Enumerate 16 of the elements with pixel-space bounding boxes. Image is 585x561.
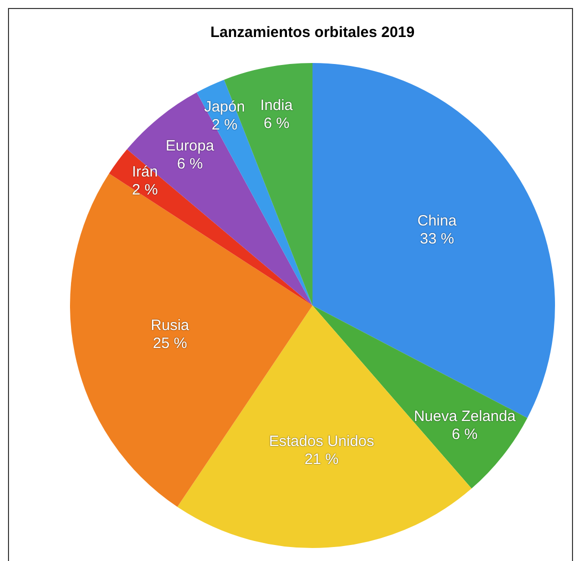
slice-label: India: [260, 97, 294, 114]
data-label: 25 %: [152, 334, 188, 352]
slice-label: Nueva Zelanda: [414, 408, 516, 425]
data-label: 6 %: [452, 426, 478, 443]
data-label: 6 %: [176, 155, 203, 172]
slice-label: China: [417, 212, 458, 230]
data-label: 6 %: [264, 115, 290, 132]
slice-label: Irán: [132, 163, 158, 180]
data-label: 21 %: [304, 450, 339, 468]
slice-label: Estados Unidos: [269, 432, 374, 450]
data-label: 2 %: [212, 116, 238, 134]
chart-title: Lanzamientos orbitales 2019: [210, 24, 415, 42]
slice-label: Europa: [166, 137, 215, 154]
slice-label: Rusia: [150, 316, 190, 334]
data-label: 33 %: [420, 230, 454, 248]
data-label: 2 %: [132, 181, 158, 198]
